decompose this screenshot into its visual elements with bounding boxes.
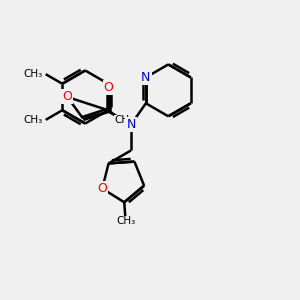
Text: O: O (103, 81, 113, 94)
Text: CH₃: CH₃ (23, 69, 43, 79)
Text: N: N (126, 118, 136, 131)
Text: O: O (98, 182, 107, 195)
Text: O: O (62, 91, 72, 103)
Text: CH₃: CH₃ (114, 115, 133, 125)
Text: CH₃: CH₃ (116, 216, 135, 226)
Text: N: N (141, 71, 151, 84)
Text: CH₃: CH₃ (23, 115, 43, 125)
